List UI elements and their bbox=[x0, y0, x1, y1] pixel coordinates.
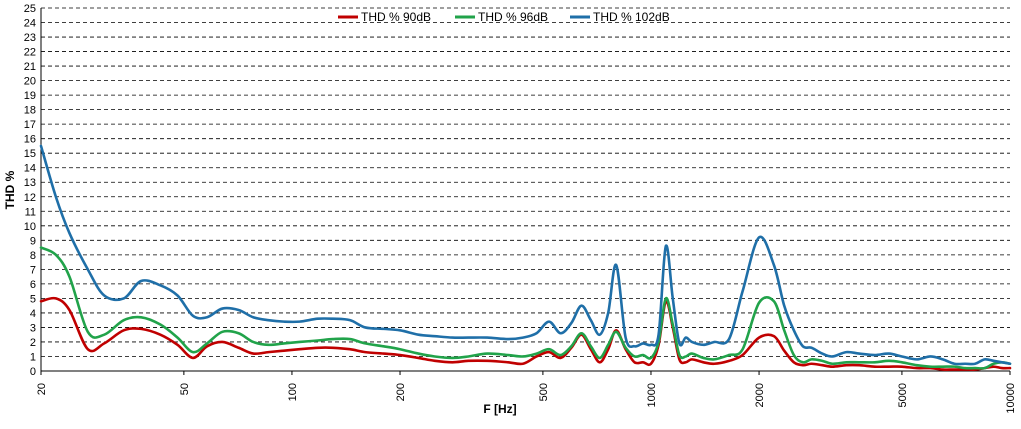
series-line-2 bbox=[39, 246, 1012, 370]
x-tick-label: 1000 bbox=[646, 383, 658, 407]
y-tick-labels: 0123456789101112131415161718192021222324… bbox=[24, 3, 36, 378]
y-tick-label: 4 bbox=[30, 308, 36, 320]
y-tick-label: 16 bbox=[24, 134, 36, 146]
y-tick-label: 21 bbox=[24, 61, 36, 73]
x-tick-label: 100 bbox=[287, 383, 299, 401]
y-tick-label: 24 bbox=[24, 18, 36, 30]
x-tick-label: 50 bbox=[179, 383, 191, 395]
y-tick-label: 22 bbox=[24, 47, 36, 59]
legend-label-1: THD % 90dB bbox=[361, 10, 431, 24]
y-tick-label: 20 bbox=[24, 76, 36, 88]
gridlines bbox=[41, 7, 1010, 357]
x-axis-label: F [Hz] bbox=[483, 402, 516, 416]
series-lines bbox=[39, 144, 1012, 371]
y-tick-label: 14 bbox=[24, 163, 36, 175]
y-tick-label: 7 bbox=[30, 264, 36, 276]
series-line-3 bbox=[39, 144, 1012, 366]
y-tick-label: 18 bbox=[24, 105, 36, 117]
y-tick-label: 0 bbox=[30, 366, 36, 378]
x-tick-label: 200 bbox=[395, 383, 407, 401]
y-tick-label: 12 bbox=[24, 192, 36, 204]
x-tick-label: 5000 bbox=[897, 383, 909, 407]
legend: THD % 90dB THD % 96dB THD % 102dB bbox=[338, 10, 670, 24]
y-tick-label: 17 bbox=[24, 119, 36, 131]
y-tick-label: 23 bbox=[24, 32, 36, 44]
legend-label-2: THD % 96dB bbox=[478, 10, 548, 24]
x-tick-label: 20 bbox=[36, 383, 48, 395]
y-tick-label: 3 bbox=[30, 322, 36, 334]
x-tick-labels: 20 50 100 200 500 1000 2000 5000 10000 bbox=[36, 383, 1017, 414]
y-tick-label: 2 bbox=[30, 337, 36, 349]
y-tick-label: 5 bbox=[30, 293, 36, 305]
y-tick-label: 15 bbox=[24, 148, 36, 160]
y-tick-label: 13 bbox=[24, 177, 36, 189]
y-tick-label: 19 bbox=[24, 90, 36, 102]
y-tick-label: 1 bbox=[30, 351, 36, 363]
y-tick-label: 11 bbox=[25, 206, 36, 218]
y-tick-label: 25 bbox=[24, 3, 36, 15]
axes bbox=[40, 8, 1011, 375]
y-tick-label: 8 bbox=[30, 250, 36, 262]
y-tick-label: 10 bbox=[24, 221, 36, 233]
x-tick-label: 10000 bbox=[1005, 383, 1017, 414]
x-tick-label: 2000 bbox=[754, 383, 766, 407]
legend-label-3: THD % 102dB bbox=[593, 10, 670, 24]
y-axis-label: THD % bbox=[3, 170, 17, 209]
x-tick-label: 500 bbox=[538, 383, 550, 401]
y-tick-label: 9 bbox=[30, 235, 36, 247]
y-tick-label: 6 bbox=[30, 279, 36, 291]
